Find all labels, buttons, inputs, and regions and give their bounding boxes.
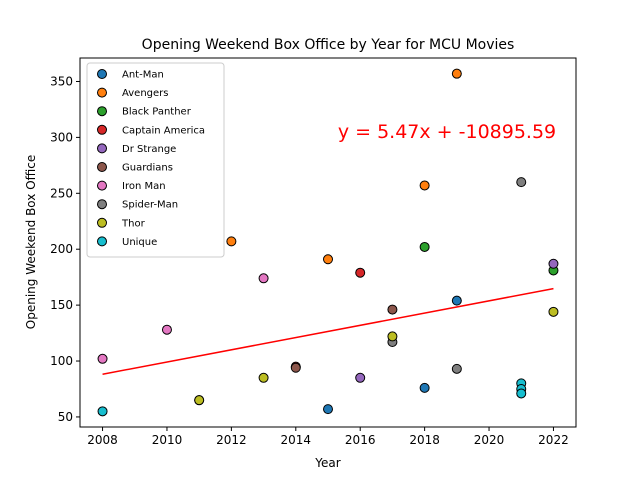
- data-point-avengers: [451, 68, 462, 79]
- chart-title: Opening Weekend Box Office by Year for M…: [142, 37, 515, 53]
- legend-box: [86, 62, 225, 258]
- y-tick-label: 250: [50, 186, 73, 200]
- x-tick-label: 2012: [216, 433, 247, 447]
- data-point-black-panther: [419, 241, 430, 252]
- legend-marker: [97, 143, 107, 154]
- data-point-dr-strange: [355, 372, 366, 383]
- data-point-avengers: [226, 236, 237, 247]
- data-point-captain-america: [355, 267, 366, 278]
- legend-label: Guardians: [122, 163, 173, 174]
- data-point-guardians: [290, 362, 301, 373]
- legend-label: Thor: [121, 218, 146, 229]
- data-point-thor: [387, 331, 398, 342]
- trendline: [102, 287, 554, 375]
- legend: Ant-Man Avengers Black Panther Captain Amer…: [86, 62, 225, 258]
- data-point-ant-man: [451, 295, 462, 306]
- x-tick-label: 2020: [474, 433, 505, 447]
- legend-marker: [97, 199, 107, 210]
- legend-marker: [97, 69, 107, 79]
- legend-marker: [97, 180, 107, 191]
- data-point-iron-man: [258, 273, 269, 284]
- y-tick-label: 350: [50, 74, 73, 88]
- legend-label: Iron Man: [122, 181, 166, 192]
- x-tick-label: 2008: [87, 433, 118, 447]
- legend-marker: [97, 124, 107, 135]
- data-point-unique: [516, 388, 527, 399]
- plot-frame: [79, 57, 577, 428]
- data-point-avengers: [419, 180, 430, 191]
- legend-label: Captain America: [122, 125, 205, 136]
- legend-label: Dr Strange: [122, 144, 176, 155]
- data-point-avengers: [323, 254, 333, 265]
- legend-marker: [97, 87, 107, 98]
- legend-label: Ant-Man: [122, 70, 164, 81]
- data-point-thor: [194, 395, 205, 406]
- legend-label: Avengers: [122, 88, 168, 99]
- data-point-dr-strange: [548, 258, 559, 269]
- legend-marker: [97, 106, 107, 117]
- legend-marker: [97, 236, 107, 247]
- data-point-ant-man: [419, 382, 430, 393]
- data-point-iron-man: [161, 324, 172, 335]
- y-tick-label: 200: [50, 242, 73, 256]
- legend-label: Spider-Man: [122, 200, 178, 211]
- data-point-thor: [258, 372, 269, 383]
- y-axis-title: Opening Weekend Box Office: [24, 155, 38, 329]
- legend-label: Black Panther: [122, 107, 192, 118]
- trendline-equation: y = 5.47x + -10895.59: [338, 121, 556, 143]
- y-tick-label: 300: [50, 130, 73, 144]
- legend-label: Unique: [122, 237, 157, 248]
- x-tick-label: 2014: [281, 433, 312, 447]
- data-point-spider-man: [516, 177, 527, 188]
- data-point-guardians: [387, 304, 398, 315]
- x-tick-label: 2010: [152, 433, 183, 447]
- x-tick-label: 2022: [538, 433, 569, 447]
- data-point-iron-man: [97, 353, 108, 364]
- legend-marker: [97, 162, 107, 172]
- x-axis-title: Year: [314, 456, 340, 470]
- legend-marker: [97, 217, 107, 228]
- x-tick-label: 2018: [409, 433, 440, 447]
- y-tick-label: 150: [50, 298, 73, 312]
- y-tick-label: 50: [58, 410, 73, 424]
- x-tick-label: 2016: [345, 433, 376, 447]
- data-point-unique: [97, 406, 108, 417]
- y-tick-label: 100: [50, 354, 73, 368]
- data-point-spider-man: [451, 363, 462, 374]
- data-point-ant-man: [323, 404, 333, 415]
- data-point-thor: [548, 306, 559, 317]
